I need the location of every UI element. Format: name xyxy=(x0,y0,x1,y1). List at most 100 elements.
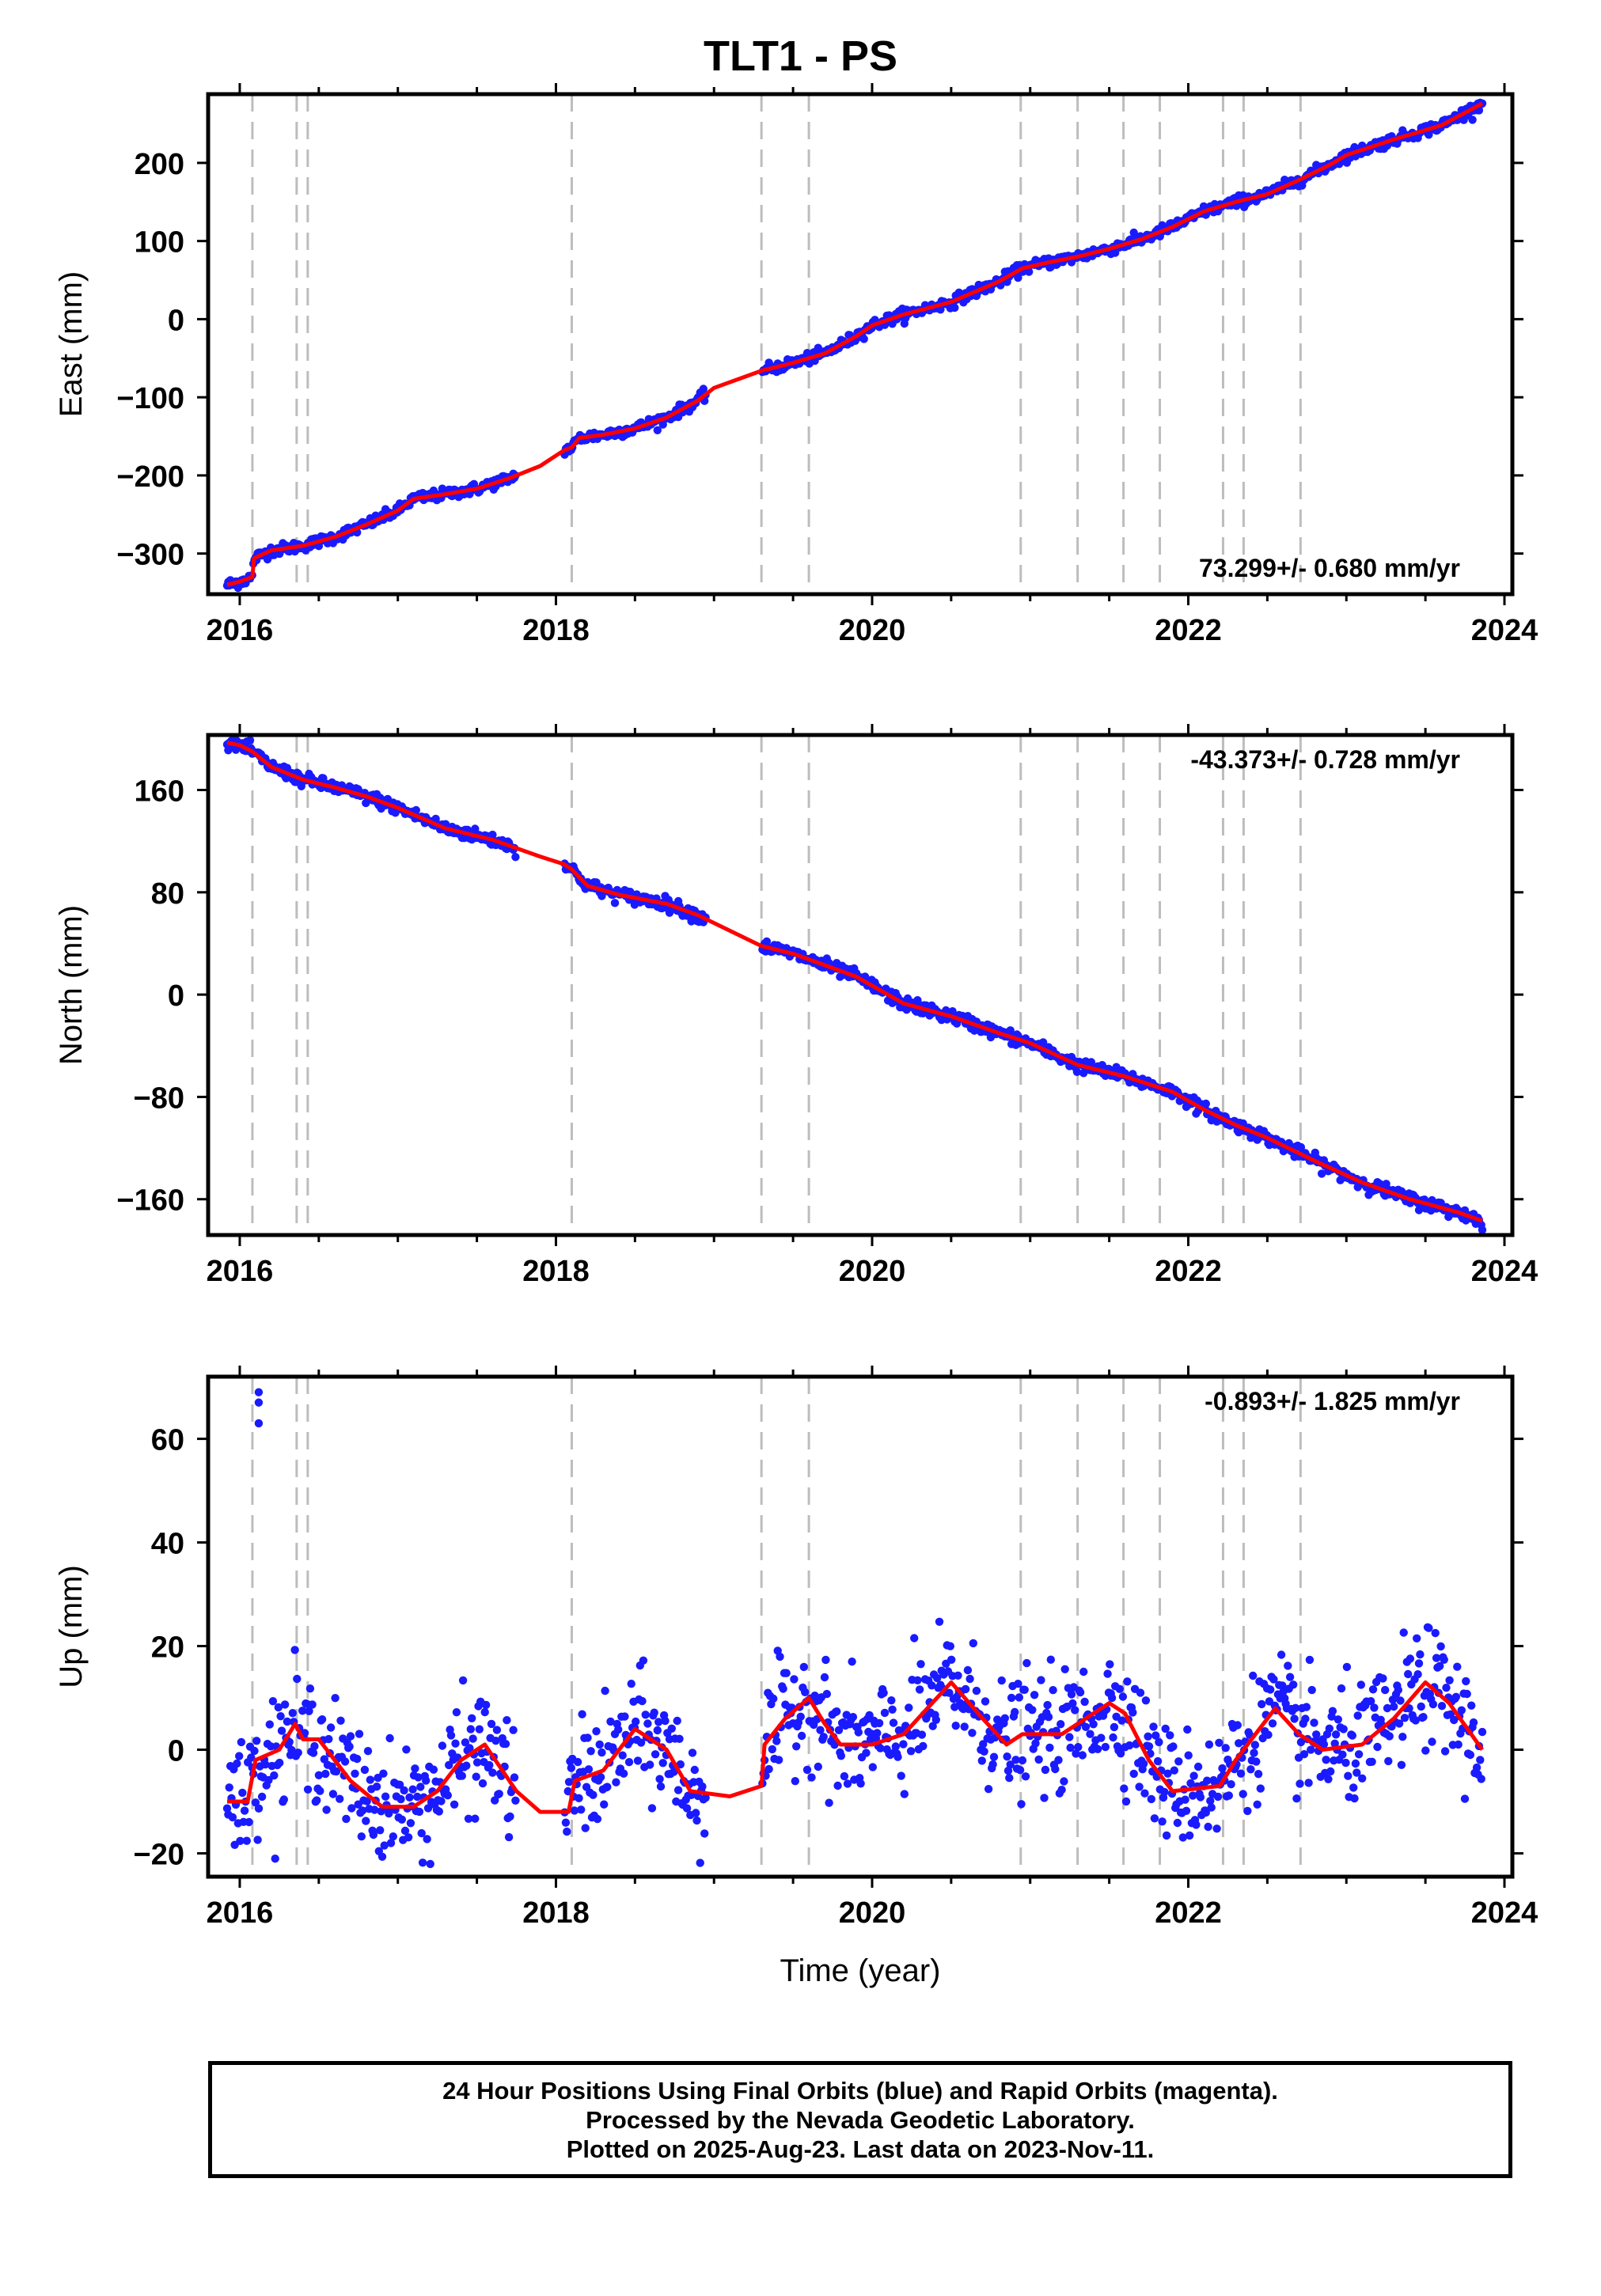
data-point xyxy=(1472,1763,1481,1772)
data-point xyxy=(589,1790,598,1799)
data-point xyxy=(563,1786,572,1796)
data-point xyxy=(1147,1794,1156,1804)
data-point xyxy=(801,1688,810,1696)
data-point xyxy=(1338,1750,1347,1759)
data-point xyxy=(821,1655,830,1665)
data-point xyxy=(321,1769,330,1779)
data-point xyxy=(807,1773,816,1782)
data-point xyxy=(1107,1693,1117,1703)
x-axis-label: Time (year) xyxy=(780,1953,941,1988)
data-point xyxy=(874,1718,884,1728)
data-point xyxy=(1413,1634,1421,1642)
data-point xyxy=(915,1685,924,1694)
data-point xyxy=(358,1806,367,1815)
data-point xyxy=(270,1771,279,1780)
data-point xyxy=(264,1775,273,1785)
data-point xyxy=(1253,1800,1261,1809)
data-point xyxy=(1031,1739,1040,1748)
data-point xyxy=(222,1804,232,1813)
data-point xyxy=(1417,1702,1425,1711)
data-point xyxy=(1246,1765,1255,1774)
data-point xyxy=(1284,1661,1292,1670)
y-tick-label: 0 xyxy=(168,304,184,337)
data-point xyxy=(1170,1766,1179,1775)
data-point xyxy=(1045,1743,1054,1752)
footer-line-2: Processed by the Nevada Geodetic Laborat… xyxy=(586,2106,1135,2134)
data-point xyxy=(492,1726,502,1734)
data-point xyxy=(1109,1733,1117,1742)
data-point xyxy=(1186,1779,1195,1788)
data-point xyxy=(772,1737,781,1745)
data-point xyxy=(290,1646,299,1654)
data-point xyxy=(675,1734,684,1743)
data-point xyxy=(1399,1628,1408,1637)
data-point xyxy=(510,1773,519,1782)
data-point xyxy=(1285,1673,1295,1681)
data-point xyxy=(245,1817,253,1827)
data-point xyxy=(261,1760,270,1769)
data-point xyxy=(1328,1707,1337,1715)
data-point xyxy=(294,1749,302,1757)
y-tick-label: −100 xyxy=(116,382,184,415)
data-point xyxy=(396,1794,405,1804)
data-point xyxy=(1353,1711,1362,1720)
data-point xyxy=(935,1617,944,1626)
data-point xyxy=(434,1807,443,1816)
data-point xyxy=(429,1765,438,1774)
data-point xyxy=(1011,1707,1019,1717)
x-tick-label: 2020 xyxy=(839,1896,906,1930)
data-point xyxy=(1291,1703,1300,1712)
data-point xyxy=(506,1812,514,1821)
data-point xyxy=(782,1669,791,1677)
y-axis-label: Up (mm) xyxy=(54,1565,89,1688)
data-point xyxy=(1078,1751,1087,1760)
data-point xyxy=(487,1719,496,1729)
data-point xyxy=(1337,1684,1346,1693)
data-point xyxy=(452,1708,461,1717)
data-point xyxy=(1125,1741,1134,1750)
data-point xyxy=(868,1763,878,1771)
data-point xyxy=(437,1797,446,1805)
data-point xyxy=(1349,1783,1358,1792)
data-point xyxy=(673,1786,683,1794)
x-tick-label: 2016 xyxy=(207,1255,274,1288)
data-point xyxy=(1207,1803,1216,1812)
data-point xyxy=(422,1776,431,1785)
data-point xyxy=(947,1655,956,1664)
data-point xyxy=(1307,1745,1315,1754)
data-point xyxy=(1067,1690,1076,1699)
data-point xyxy=(347,1804,356,1813)
data-point xyxy=(919,1741,928,1751)
data-point xyxy=(252,1737,261,1745)
data-point xyxy=(888,1705,897,1714)
data-point xyxy=(1353,1768,1361,1777)
data-point xyxy=(977,1756,987,1765)
data-point xyxy=(960,1722,969,1731)
data-point xyxy=(951,1722,960,1730)
y-tick-label: 20 xyxy=(151,1631,184,1665)
data-point xyxy=(819,1733,828,1741)
data-point xyxy=(1141,1696,1151,1705)
data-point xyxy=(379,1769,388,1778)
data-point xyxy=(1150,1814,1159,1823)
data-point xyxy=(225,1783,233,1792)
data-point xyxy=(797,1731,806,1741)
data-point xyxy=(865,1711,874,1720)
data-point xyxy=(979,1740,988,1749)
data-point xyxy=(1373,1742,1382,1752)
y-tick-label: 60 xyxy=(151,1424,184,1457)
data-point xyxy=(936,305,945,314)
data-point xyxy=(1451,1692,1461,1701)
data-point xyxy=(1394,1685,1403,1695)
data-point xyxy=(1093,1745,1102,1753)
data-point xyxy=(370,1805,379,1814)
data-point xyxy=(1348,1731,1357,1740)
data-point xyxy=(468,1714,476,1722)
data-point xyxy=(945,1688,954,1697)
data-point xyxy=(654,1718,663,1726)
data-point xyxy=(275,1758,284,1767)
data-point xyxy=(954,1671,962,1680)
model-fit-line xyxy=(226,101,1484,587)
data-point xyxy=(1305,1655,1315,1665)
data-point xyxy=(1204,1822,1212,1832)
